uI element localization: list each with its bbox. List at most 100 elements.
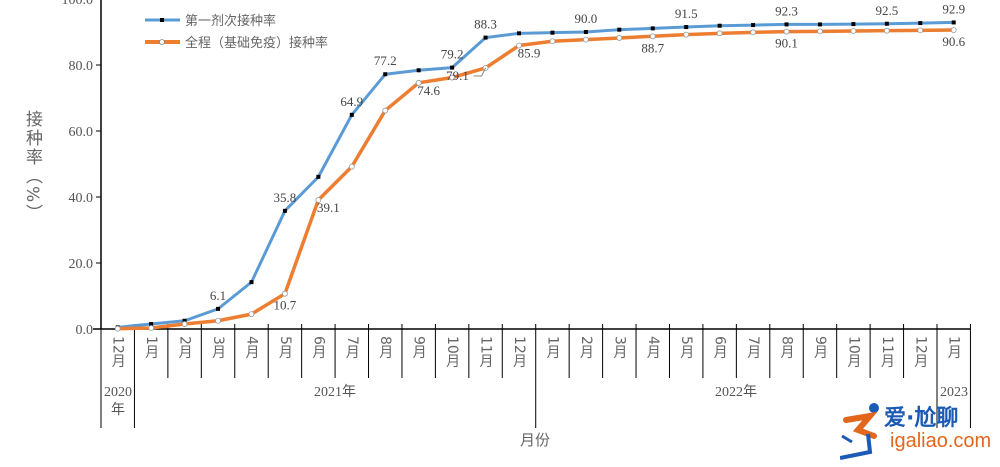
x-tick-label: 3月	[611, 336, 627, 360]
data-point	[817, 22, 822, 27]
x-tick-label: 6月	[310, 336, 326, 360]
series-lines: 6.1 35.8 64.9 77.2 79.2 88.3 90.0 91.5 92.3 92.5 9…	[114, 1, 966, 332]
data-point	[684, 25, 689, 30]
x-tick-label: 2月	[578, 336, 594, 360]
data-point	[917, 27, 924, 34]
data-label: 10.7	[274, 298, 297, 313]
data-point	[282, 290, 288, 297]
data-label: 90.6	[942, 34, 965, 49]
x-tick-label: 5月	[277, 336, 293, 360]
data-point	[382, 107, 389, 114]
data-point	[182, 318, 187, 323]
year-label-2021: 2021年	[314, 385, 356, 400]
data-label: 6.1	[210, 288, 226, 303]
data-point	[850, 28, 857, 34]
legend-marker-first-dose	[160, 18, 164, 22]
x-tick-label: 4月	[645, 336, 661, 360]
data-label: 90.1	[775, 36, 798, 51]
data-label: 88.3	[474, 17, 497, 32]
data-point	[751, 23, 756, 28]
data-label: 64.9	[340, 94, 363, 109]
data-point	[783, 28, 790, 35]
x-tick-label: 9月	[812, 336, 828, 360]
x-tick-label: 12月	[511, 336, 527, 369]
x-tick-label: 3月	[210, 336, 226, 360]
data-label: 92.5	[875, 3, 898, 18]
data-point	[851, 22, 856, 27]
x-tick-label: 5月	[678, 336, 694, 360]
data-point	[784, 22, 789, 27]
data-label: 90.0	[575, 11, 598, 26]
watermark-cn: 爱·尬聊	[884, 406, 959, 431]
axes: 0.0 20.0 40.0 60.0 80.0 100.0 12月 1月 2月 3月 4月 5月 6月 7…	[62, 0, 971, 428]
data-label: 92.3	[775, 3, 798, 18]
y-tick-label: 20.0	[69, 257, 94, 272]
data-point	[583, 30, 588, 34]
data-point	[650, 26, 655, 31]
legend-label-first-dose: 第一剂次接种率	[185, 13, 276, 29]
data-point	[249, 280, 254, 285]
data-point	[617, 27, 622, 32]
y-tick-label: 100.0	[62, 0, 94, 8]
data-point	[449, 74, 456, 81]
data-point	[349, 112, 354, 117]
x-tick-label: 8月	[377, 336, 393, 360]
data-label: 91.5	[675, 6, 698, 21]
data-label: 77.2	[374, 53, 397, 68]
legend: 第一剂次接种率 全程（基础免疫）接种率	[145, 13, 328, 51]
x-tick-label: 10月	[444, 336, 460, 369]
data-point	[884, 21, 889, 26]
data-label: 85.9	[518, 46, 541, 61]
legend-marker-full-course	[159, 39, 165, 45]
data-point	[918, 21, 923, 26]
data-label: 35.8	[274, 190, 297, 205]
data-point	[649, 33, 656, 40]
data-point	[550, 30, 555, 35]
x-tick-label: 4月	[243, 336, 259, 360]
data-point	[348, 163, 355, 170]
year-label-2022: 2022年	[715, 385, 757, 400]
legend-label-full-course: 全程（基础免疫）接种率	[185, 35, 328, 51]
data-point	[951, 20, 956, 25]
watermark-en: igaliao.com	[890, 430, 992, 452]
data-point	[817, 28, 823, 35]
series-line-full-course	[117, 28, 954, 331]
x-tick-label: 8月	[779, 336, 795, 360]
data-point	[516, 42, 522, 49]
data-label: 88.7	[641, 40, 664, 55]
y-tick-label: 80.0	[69, 59, 94, 74]
data-point	[683, 31, 690, 38]
data-point	[216, 306, 221, 311]
data-label: 74.6	[417, 83, 440, 98]
x-tick-label: 6月	[712, 336, 728, 360]
data-label: 79.1	[446, 68, 469, 83]
data-point	[315, 197, 322, 203]
data-point	[248, 311, 255, 318]
y-axis-label: 接种率（%）	[22, 110, 43, 223]
data-point	[316, 174, 321, 179]
series-line-first-dose	[117, 20, 954, 329]
x-tick-label: 9月	[411, 336, 427, 360]
x-tick-label: 12月	[110, 336, 126, 369]
x-axis-label: 月份	[520, 431, 550, 449]
y-tick-label: 40.0	[69, 191, 94, 206]
data-point	[483, 35, 488, 40]
data-point	[149, 322, 154, 327]
x-tick-label: 7月	[745, 336, 761, 360]
label-leader-line	[473, 67, 487, 77]
data-point	[148, 325, 155, 331]
x-tick-label: 2月	[177, 336, 193, 360]
data-point	[416, 68, 421, 73]
data-point	[114, 325, 121, 332]
data-point	[950, 27, 957, 33]
data-point	[717, 23, 722, 28]
data-point	[517, 31, 521, 36]
y-tick-label: 0.0	[76, 323, 94, 338]
x-tick-label: 11月	[879, 336, 895, 369]
year-label-2020: 2020年	[104, 385, 132, 418]
x-tick-label: 11月	[478, 336, 494, 369]
x-tick-label: 1月	[143, 336, 159, 360]
data-point	[750, 29, 756, 36]
data-point	[582, 36, 589, 43]
